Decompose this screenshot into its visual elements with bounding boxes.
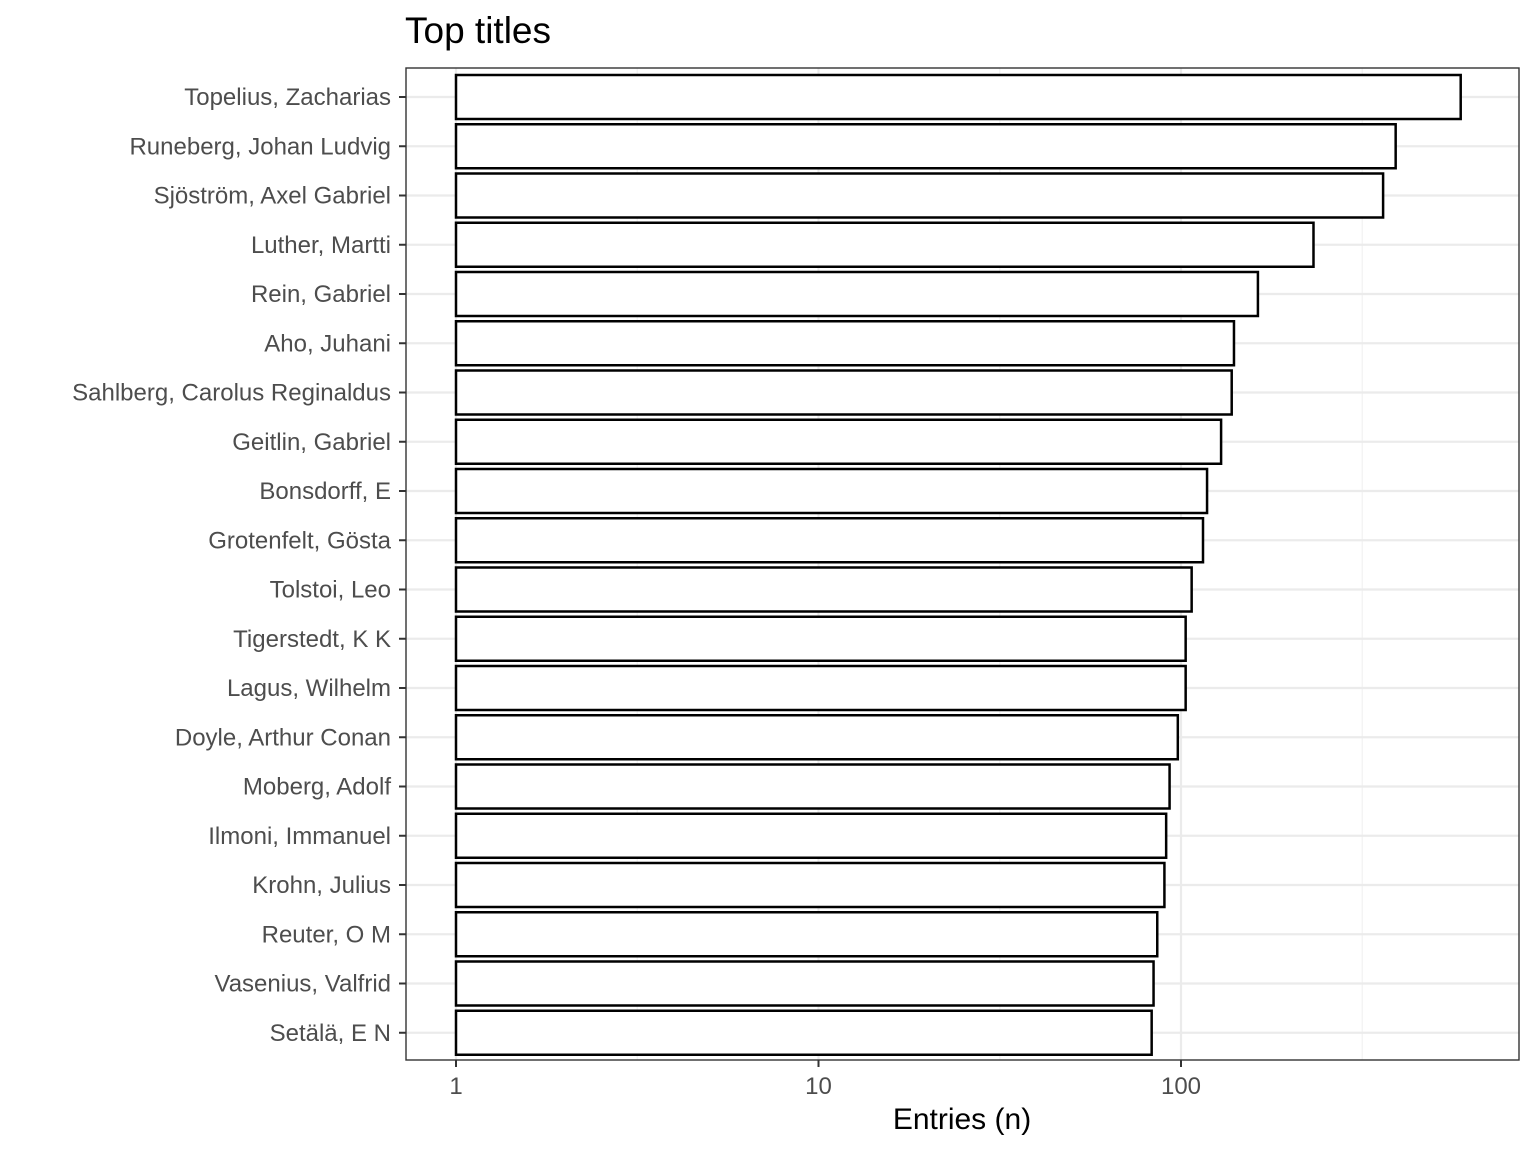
y-tick-label: Tolstoi, Leo (270, 577, 391, 604)
y-tick-label: Moberg, Adolf (243, 774, 391, 801)
y-tick-label: Luther, Martti (251, 232, 391, 259)
bar (454, 123, 1397, 170)
bar (454, 911, 1159, 958)
bar (454, 1009, 1153, 1056)
y-tick-label: Topelius, Zacharias (184, 84, 391, 111)
bar (454, 714, 1180, 761)
y-tick-label: Bonsdorff, E (259, 478, 391, 505)
y-tick-label: Rein, Gabriel (251, 281, 391, 308)
x-tick-label: 100 (1161, 1073, 1201, 1100)
bar (454, 566, 1193, 613)
x-axis-label: Entries (n) (893, 1103, 1031, 1136)
x-tick-label: 1 (449, 1073, 462, 1100)
x-tick-label: 10 (805, 1073, 832, 1100)
y-axis: Topelius, Zacharias Runeberg, Johan Ludvi… (72, 84, 406, 1047)
y-tick-label: Setälä, E N (270, 1020, 391, 1047)
y-tick-label: Sahlberg, Carolus Reginaldus (72, 380, 391, 407)
y-tick-label: Sjöström, Axel Gabriel (154, 183, 391, 210)
bar (454, 270, 1260, 318)
y-tick-label: Runeberg, Johan Ludvig (129, 133, 391, 160)
y-tick-label: Tigerstedt, K K (233, 626, 391, 653)
y-tick-label: Ilmoni, Immanuel (208, 823, 391, 850)
bar (454, 664, 1187, 712)
bar (454, 369, 1233, 416)
y-tick-label: Geitlin, Gabriel (232, 429, 391, 456)
bar (454, 418, 1223, 465)
bar (454, 763, 1171, 810)
y-tick-label: Reuter, O M (262, 921, 391, 948)
bars (454, 73, 1462, 1056)
y-tick-label: Grotenfelt, Gösta (208, 527, 391, 554)
y-tick-label: Lagus, Wilhelm (227, 675, 391, 702)
bar (454, 221, 1315, 268)
chart-title: Top titles (405, 10, 551, 51)
bar (454, 467, 1209, 515)
y-tick-label: Doyle, Arthur Conan (175, 724, 391, 751)
x-axis: 1 10 100 (449, 1060, 1201, 1100)
bar (454, 517, 1205, 564)
bar (454, 172, 1385, 219)
bar (454, 812, 1168, 859)
bar (454, 320, 1236, 367)
panel-border (405, 67, 1520, 1061)
bar (454, 861, 1166, 909)
y-tick-label: Vasenius, Valfrid (214, 971, 391, 998)
bar (454, 960, 1155, 1007)
y-tick-label: Aho, Juhani (264, 330, 391, 357)
y-tick-label: Krohn, Julius (252, 872, 391, 899)
bar (454, 615, 1187, 662)
bar (454, 73, 1462, 121)
